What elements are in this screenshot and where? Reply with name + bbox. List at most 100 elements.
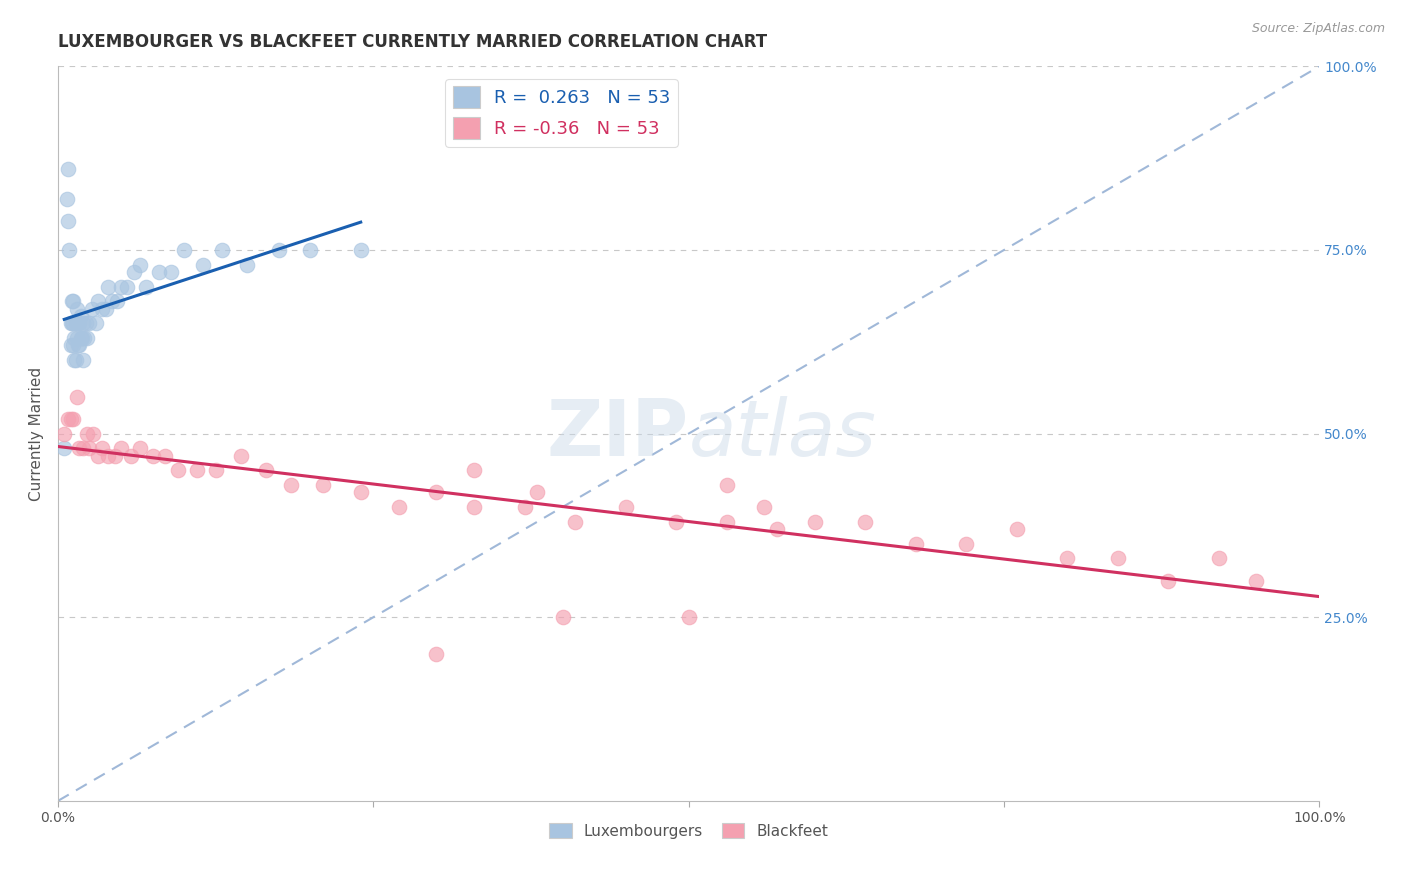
Point xyxy=(299,243,322,257)
Point xyxy=(186,463,208,477)
Point xyxy=(955,537,977,551)
Point xyxy=(94,301,117,316)
Point xyxy=(56,213,79,227)
Point xyxy=(350,485,373,500)
Point xyxy=(166,463,188,477)
Point xyxy=(80,301,103,316)
Point xyxy=(62,317,84,331)
Point xyxy=(105,294,128,309)
Point xyxy=(678,610,700,624)
Point xyxy=(59,412,82,426)
Point xyxy=(236,258,259,272)
Point xyxy=(53,442,76,456)
Point xyxy=(754,500,776,514)
Point xyxy=(716,515,738,529)
Point xyxy=(160,265,183,279)
Point xyxy=(463,463,485,477)
Point xyxy=(76,331,98,345)
Point xyxy=(110,442,132,456)
Point xyxy=(716,478,738,492)
Point xyxy=(69,309,91,323)
Text: Source: ZipAtlas.com: Source: ZipAtlas.com xyxy=(1251,22,1385,36)
Point xyxy=(110,279,132,293)
Point xyxy=(65,353,87,368)
Point xyxy=(280,478,302,492)
Point xyxy=(425,485,447,500)
Point xyxy=(1208,551,1230,566)
Point xyxy=(72,317,94,331)
Point xyxy=(129,258,152,272)
Point xyxy=(82,426,104,441)
Point xyxy=(60,294,83,309)
Point xyxy=(267,243,290,257)
Point xyxy=(59,317,82,331)
Point xyxy=(425,647,447,661)
Point xyxy=(1246,574,1268,588)
Point xyxy=(87,294,110,309)
Point xyxy=(104,449,127,463)
Point xyxy=(135,279,157,293)
Point xyxy=(254,463,277,477)
Point xyxy=(56,412,79,426)
Point xyxy=(120,449,142,463)
Point xyxy=(191,258,214,272)
Point xyxy=(75,317,97,331)
Point xyxy=(62,338,84,352)
Point xyxy=(97,449,120,463)
Legend: Luxembourgers, Blackfeet: Luxembourgers, Blackfeet xyxy=(543,816,835,845)
Point xyxy=(204,463,226,477)
Point xyxy=(87,449,110,463)
Point xyxy=(67,317,90,331)
Point xyxy=(229,449,252,463)
Point xyxy=(66,301,89,316)
Point xyxy=(55,192,77,206)
Point xyxy=(117,279,139,293)
Point xyxy=(614,500,637,514)
Text: LUXEMBOURGER VS BLACKFEET CURRENTLY MARRIED CORRELATION CHART: LUXEMBOURGER VS BLACKFEET CURRENTLY MARR… xyxy=(58,33,768,51)
Point xyxy=(79,317,101,331)
Point xyxy=(804,515,827,529)
Point xyxy=(129,442,152,456)
Point xyxy=(56,162,79,177)
Point xyxy=(58,243,80,257)
Point xyxy=(526,485,548,500)
Point xyxy=(66,390,89,404)
Point xyxy=(312,478,335,492)
Point xyxy=(564,515,586,529)
Point xyxy=(97,279,120,293)
Point xyxy=(65,317,87,331)
Point xyxy=(67,338,90,352)
Point xyxy=(853,515,876,529)
Point xyxy=(1157,574,1180,588)
Point xyxy=(84,317,107,331)
Point xyxy=(60,317,83,331)
Point xyxy=(463,500,485,514)
Point xyxy=(72,442,94,456)
Point xyxy=(1107,551,1129,566)
Point xyxy=(62,294,84,309)
Point xyxy=(101,294,124,309)
Point xyxy=(513,500,536,514)
Point xyxy=(72,353,94,368)
Point xyxy=(91,442,114,456)
Point xyxy=(211,243,233,257)
Point xyxy=(70,331,93,345)
Point xyxy=(766,522,789,536)
Point xyxy=(67,317,90,331)
Point xyxy=(79,442,101,456)
Point xyxy=(904,537,927,551)
Point xyxy=(69,331,91,345)
Point xyxy=(73,331,96,345)
Point xyxy=(1056,551,1078,566)
Y-axis label: Currently Married: Currently Married xyxy=(30,367,44,500)
Point xyxy=(142,449,165,463)
Point xyxy=(63,353,86,368)
Point xyxy=(122,265,145,279)
Point xyxy=(91,301,114,316)
Point xyxy=(551,610,574,624)
Point xyxy=(63,331,86,345)
Point xyxy=(173,243,195,257)
Point xyxy=(665,515,688,529)
Text: atlas: atlas xyxy=(689,395,876,472)
Point xyxy=(153,449,176,463)
